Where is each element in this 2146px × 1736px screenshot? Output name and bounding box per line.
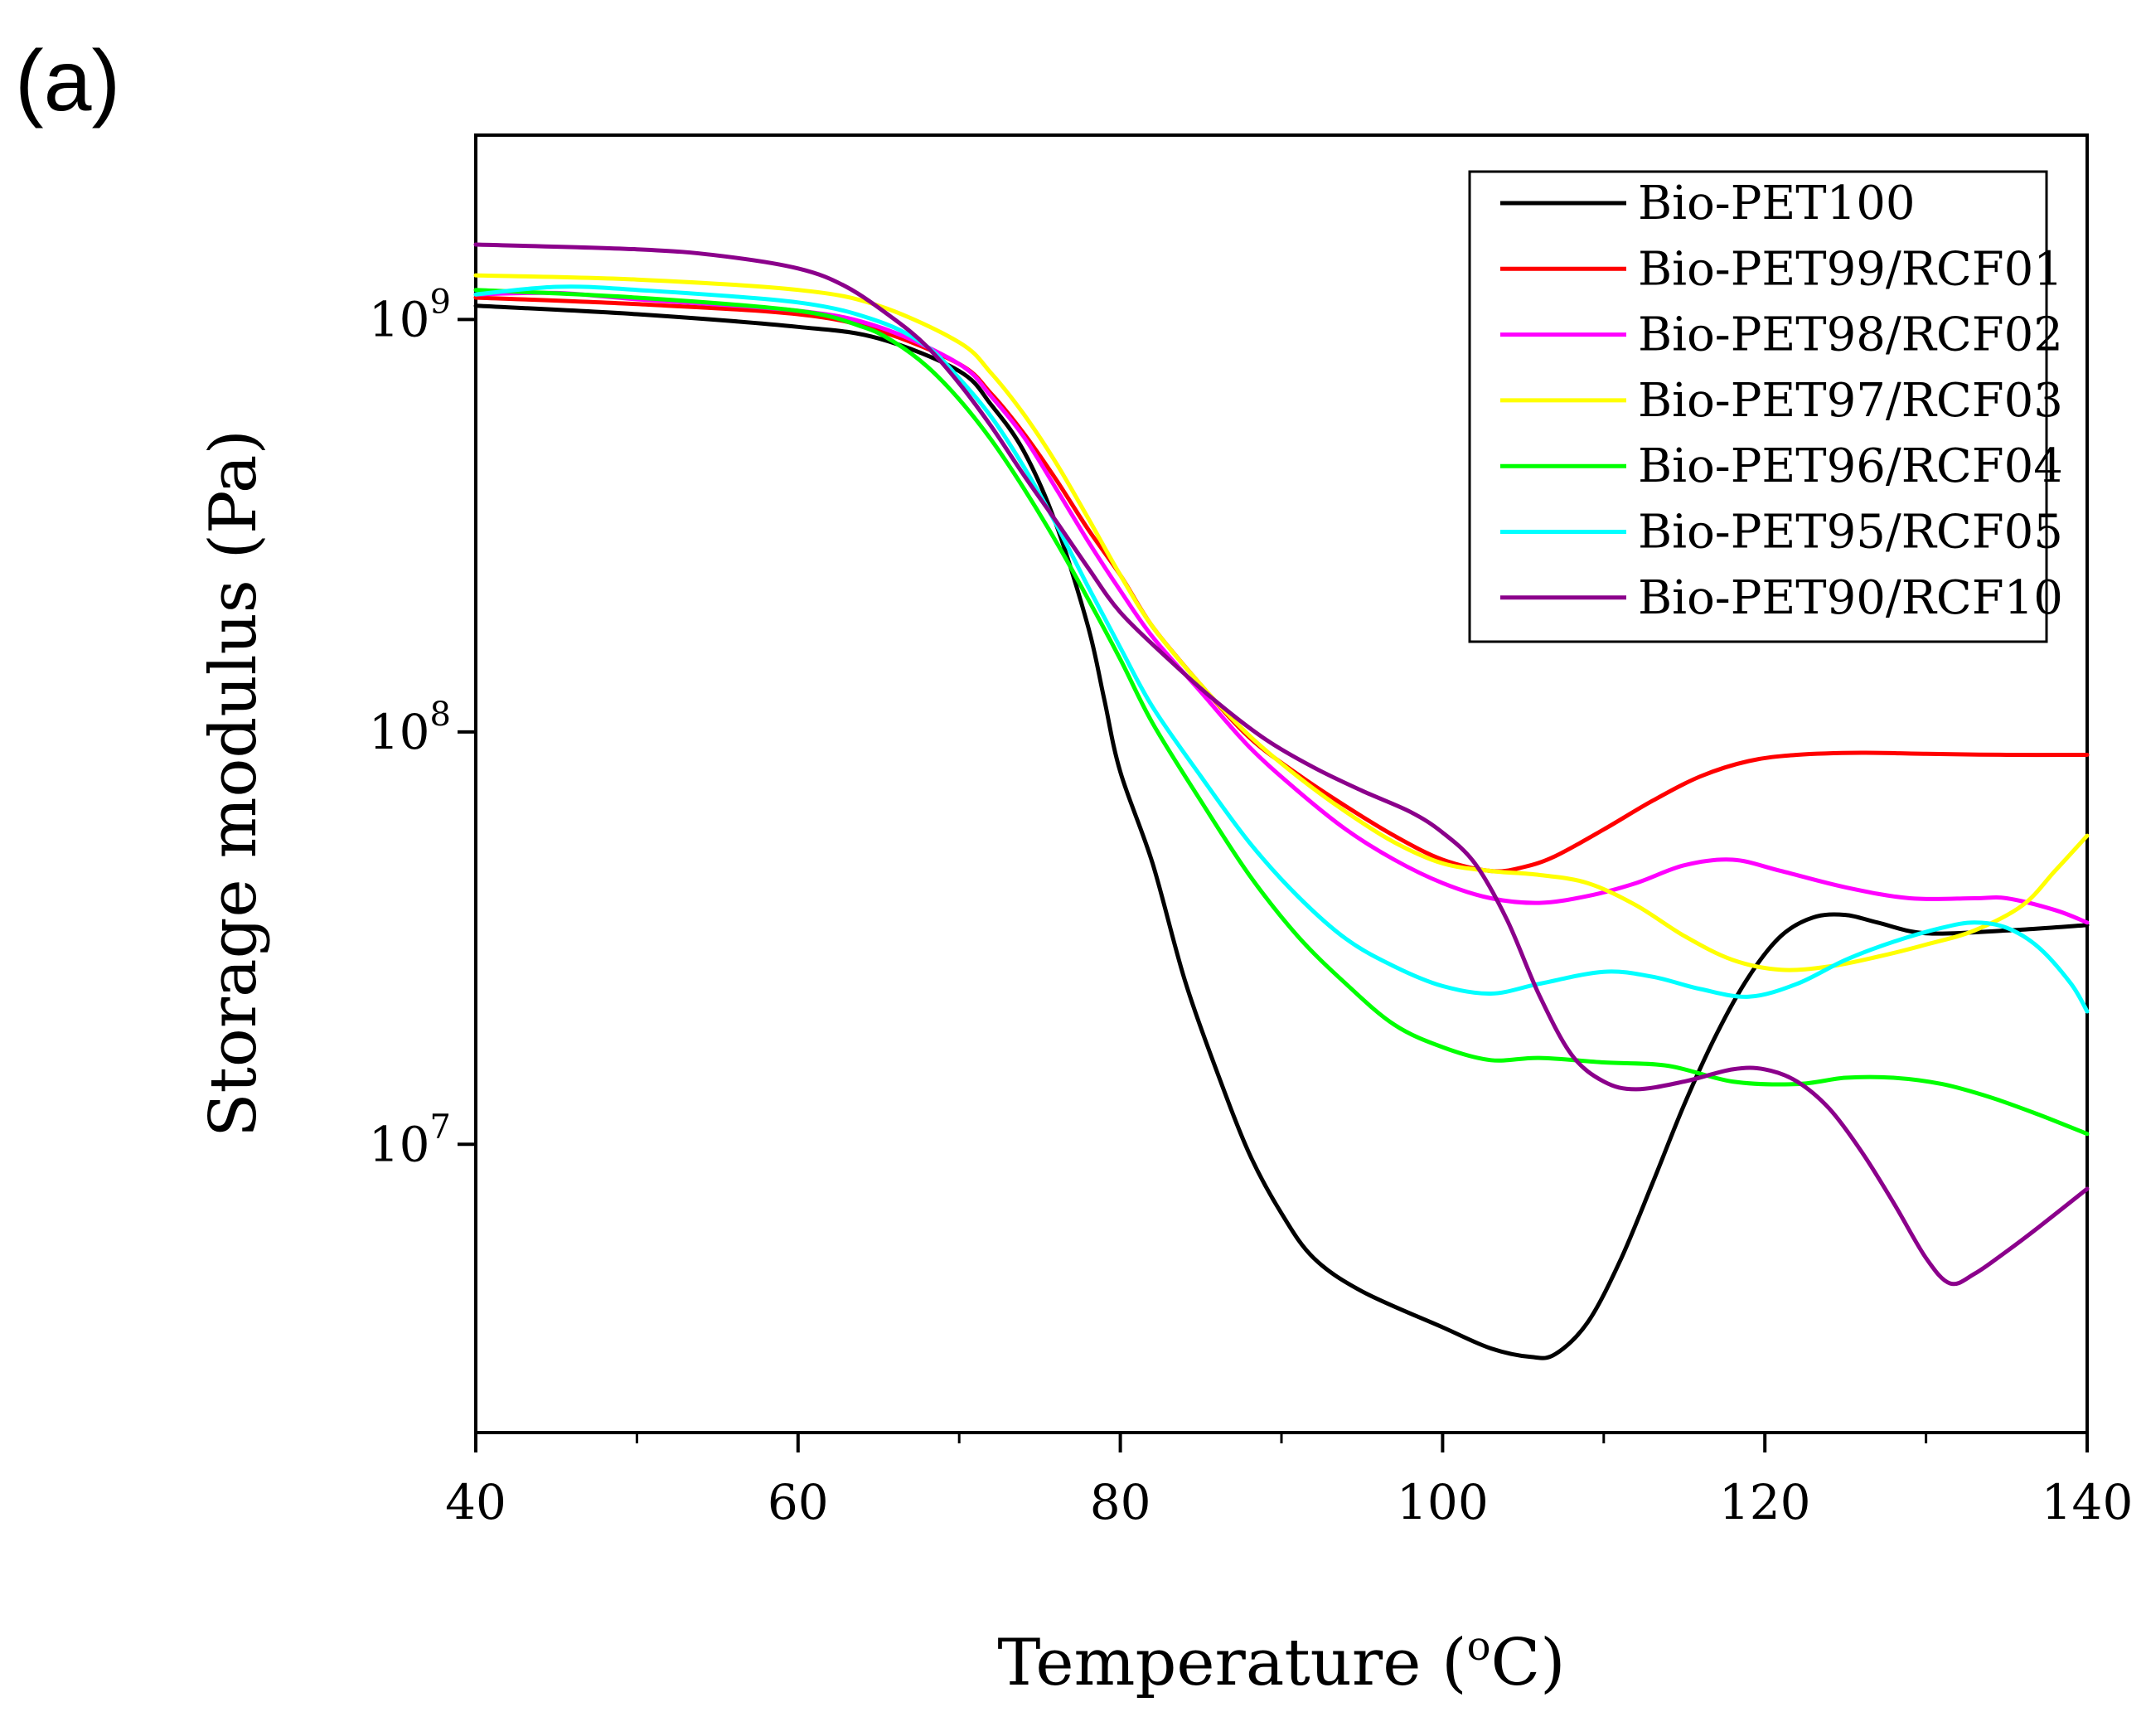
legend-label: Bio-PET95/RCF05 — [1638, 506, 2063, 560]
legend-label: Bio-PET99/RCF01 — [1638, 242, 2063, 296]
x-axis: 40 60 80 100 120 140 — [445, 1433, 2133, 1530]
x-tick-label: 40 — [445, 1474, 506, 1530]
x-tick-label: 140 — [2042, 1474, 2134, 1530]
series-line-2 — [473, 290, 2090, 925]
x-tick-label: 80 — [1090, 1474, 1151, 1530]
series-line-5 — [473, 284, 2090, 1014]
y-tick-label: 108 — [369, 696, 451, 760]
panel-label: (a) — [15, 33, 120, 129]
legend-label: Bio-PET98/RCF02 — [1638, 308, 2063, 362]
y-tick-label: 109 — [369, 283, 451, 347]
y-axis-title: Storage modulus (Pa) — [196, 429, 271, 1137]
y-axis: 109 108 107 — [369, 283, 476, 1172]
legend-box — [1468, 170, 2048, 643]
x-tick-label: 60 — [768, 1474, 829, 1530]
series-line-6 — [473, 242, 2090, 1287]
series-layer — [473, 242, 2090, 1360]
legend-label: Bio-PET96/RCF04 — [1638, 439, 2063, 493]
y-tick-label: 107 — [369, 1108, 451, 1172]
legend-label: Bio-PET97/RCF03 — [1638, 374, 2063, 428]
x-tick-label: 100 — [1397, 1474, 1489, 1530]
x-tick-label: 120 — [1719, 1474, 1811, 1530]
x-axis-title: Temperature (oC) — [997, 1623, 1565, 1700]
legend: Bio-PET100 Bio-PET99/RCF01 Bio-PET98/RCF02… — [1468, 170, 2063, 643]
legend-items: Bio-PET100 Bio-PET99/RCF01 Bio-PET98/RCF02… — [1500, 177, 2063, 625]
legend-label: Bio-PET90/RCF10 — [1638, 571, 2063, 625]
legend-label: Bio-PET100 — [1638, 177, 1916, 230]
series-line-4 — [473, 288, 2090, 1137]
series-line-3 — [473, 273, 2090, 972]
series-line-0 — [473, 303, 2090, 1360]
